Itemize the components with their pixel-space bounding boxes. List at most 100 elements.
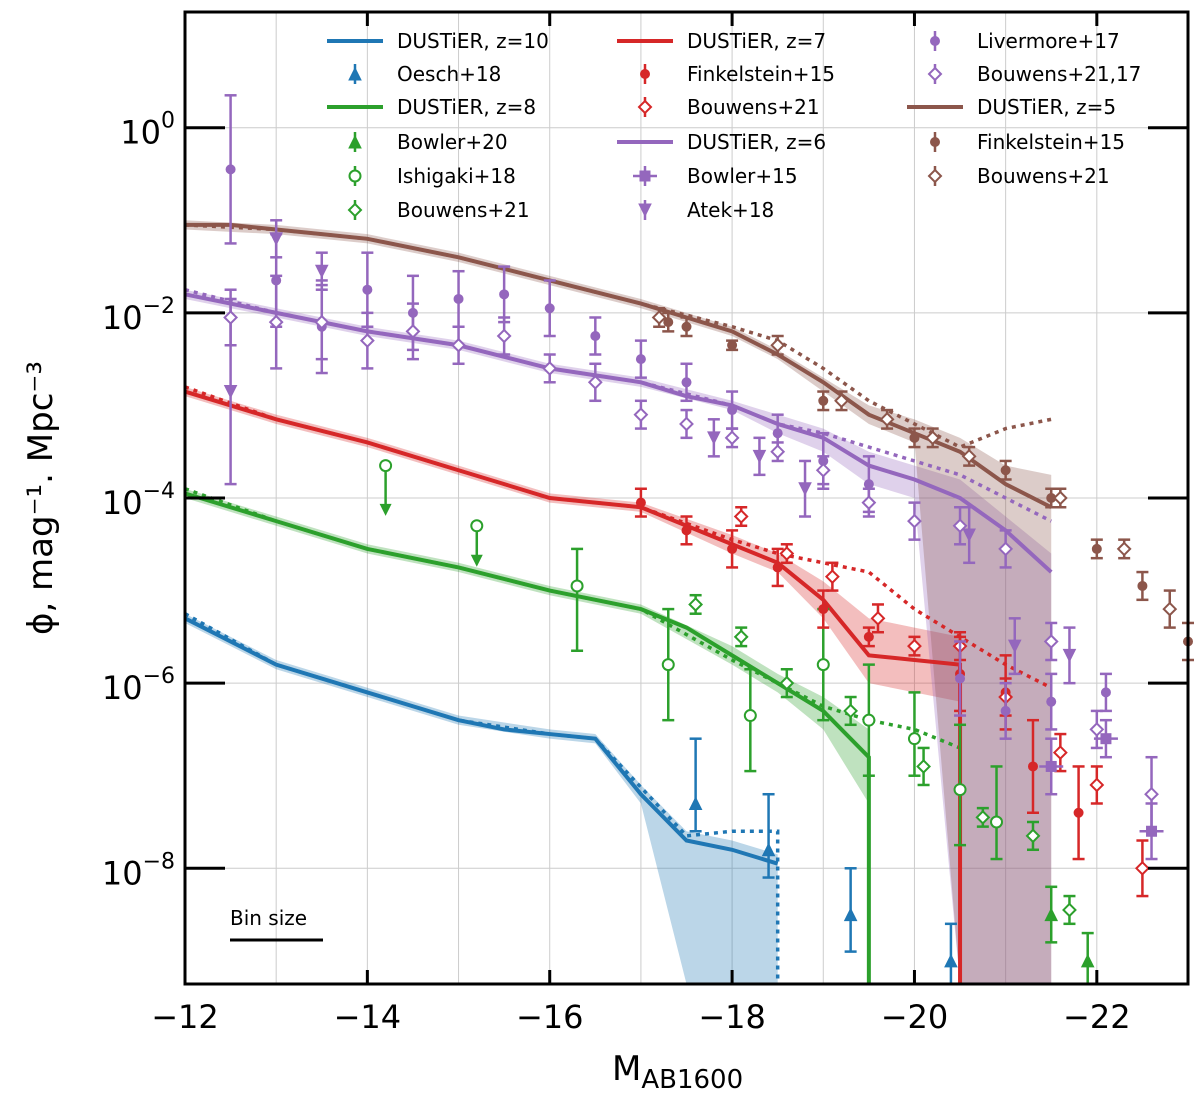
ishigaki-18-marker (907, 732, 921, 746)
bouwens-21-17-marker (952, 518, 968, 534)
y-tick-exponent: −2 (143, 294, 175, 319)
x-tick-label: −22 (1063, 998, 1131, 1036)
legend-bowler-15-1-4-marker (639, 170, 651, 182)
legend-ishigaki-18-0-4-label: Ishigaki+18 (397, 164, 516, 188)
bouwens-21-17-marker (405, 323, 421, 339)
legend-finkelstein-15-2-3-marker (930, 137, 940, 147)
dustier-z-7-line (184, 389, 963, 984)
y-tick-base: 10 (102, 299, 143, 337)
bouwens-21-17-marker (998, 541, 1014, 557)
observation-points (223, 94, 1194, 986)
bouwens-21-marker (916, 759, 931, 774)
livermore-17-marker (453, 293, 464, 304)
dustier-z-10-line (184, 616, 779, 866)
legend-dustier-z-10-0-0-label: DUSTiER, z=10 (397, 29, 549, 53)
finkelstein-15-marker (1000, 465, 1011, 476)
legend-oesch-18-0-1-marker (348, 66, 362, 81)
bouwens-21-marker (770, 337, 786, 353)
legend-bowler-20-0-3-label: Bowler+20 (397, 130, 508, 154)
finkelstein-15-marker (635, 497, 646, 508)
legend-dustier-z-8-0-2-label: DUSTiER, z=8 (397, 95, 536, 119)
finkelstein-15-marker (727, 340, 738, 351)
ishigaki-18-marker (816, 658, 830, 672)
oesch-18-marker (761, 842, 776, 857)
livermore-17-marker (727, 405, 738, 416)
bouwens-21-17-marker (724, 430, 740, 446)
bouwens-21-marker (961, 448, 977, 464)
bouwens-21-17-marker (314, 314, 330, 330)
legend-atek-18-1-5-label: Atek+18 (687, 198, 774, 222)
model-lines (184, 222, 1053, 984)
x-axis-title-main: M (612, 1049, 641, 1089)
bin-size-label: Bin size (230, 906, 307, 930)
bouwens-21-marker (1025, 828, 1041, 844)
livermore-17-marker (544, 303, 555, 314)
livermore-17-marker (499, 289, 510, 300)
legend-oesch-18-0-1-label: Oesch+18 (397, 62, 501, 86)
bowler-20-marker (1044, 907, 1059, 922)
y-tick-exponent: 0 (161, 109, 175, 134)
y-tick-label: 10−8 (102, 849, 175, 892)
bouwens-21-marker (1062, 902, 1077, 918)
bouwens-21-17-marker (542, 360, 558, 376)
bouwens-21-17-marker (268, 314, 284, 330)
bouwens-21-marker (1116, 541, 1132, 557)
bouwens-21-17-marker (861, 495, 877, 511)
bouwens-21-marker (975, 809, 991, 825)
atek-18-marker (314, 264, 329, 279)
ishigaki-18-upper-limits-marker (470, 519, 484, 533)
bouwens-21-marker (907, 638, 922, 654)
y-tick-label: 10−2 (102, 294, 175, 337)
finkelstein-15-marker (772, 562, 783, 573)
x-axis-title-sub: AB1600 (641, 1065, 743, 1095)
livermore-17-marker (1046, 696, 1057, 707)
x-axis-title: MAB1600 (612, 1049, 743, 1095)
legend-bouwens-21-17-2-1-marker (927, 66, 943, 82)
legend-dustier-z-6-1-3-label: DUSTiER, z=6 (687, 130, 826, 154)
y-tick-exponent: −4 (143, 479, 175, 504)
legend-livermore-17-2-0-label: Livermore+17 (977, 29, 1120, 53)
finkelstein-15-marker (1137, 580, 1148, 591)
bouwens-21-marker (834, 393, 849, 409)
legend-atek-18-1-5-marker (638, 203, 652, 218)
legend-bouwens-21-17-2-1-label: Bouwens+21,17 (977, 62, 1141, 86)
legend-ishigaki-18-0-4-marker (348, 169, 362, 183)
bowler-20-marker (1080, 953, 1095, 968)
ishigaki-18-marker (953, 783, 967, 797)
y-tick-base: 10 (102, 854, 143, 892)
ishigaki-18-marker (862, 713, 876, 727)
x-tick-label: −20 (881, 998, 949, 1036)
livermore-17-marker (362, 284, 373, 295)
dustier-z-10-band (185, 613, 778, 984)
legend-bouwens-21-1-2-marker (637, 99, 653, 115)
livermore-17-marker (590, 331, 601, 341)
x-tick-label: −14 (334, 998, 402, 1036)
atek-18-marker (798, 482, 812, 496)
legend-bouwens-21-2-4-label: Bouwens+21 (977, 164, 1110, 188)
bouwens-21-marker (779, 675, 795, 691)
finkelstein-15-marker (1091, 543, 1102, 554)
atek-18-marker (1062, 648, 1077, 663)
bouwens-21-marker (1089, 777, 1105, 793)
oesch-18-marker (688, 796, 703, 810)
bouwens-21-17-group (223, 274, 1159, 833)
ishigaki-18-group (570, 547, 1004, 861)
oesch-18-marker (843, 907, 858, 922)
atek-18-marker (752, 449, 767, 464)
y-tick-exponent: −6 (143, 664, 175, 689)
ishigaki-18-upper-limits-marker (379, 459, 393, 473)
ishigaki-18-marker (570, 579, 584, 593)
bouwens-21-marker (733, 509, 749, 524)
finkelstein-15-marker (727, 543, 738, 554)
bowler-15-group (1039, 718, 1164, 861)
bouwens-21-17-marker (223, 310, 239, 325)
y-tick-base: 10 (120, 114, 161, 152)
ishigaki-18-upper-limits-group (379, 459, 484, 567)
livermore-17-marker (635, 354, 646, 365)
finkelstein-15-marker (863, 631, 874, 642)
dustier-z-6-band (185, 289, 1052, 984)
y-tick-base: 10 (102, 484, 143, 522)
bouwens-21-group (688, 593, 1077, 926)
bin-size-annotation: Bin size (230, 906, 323, 942)
